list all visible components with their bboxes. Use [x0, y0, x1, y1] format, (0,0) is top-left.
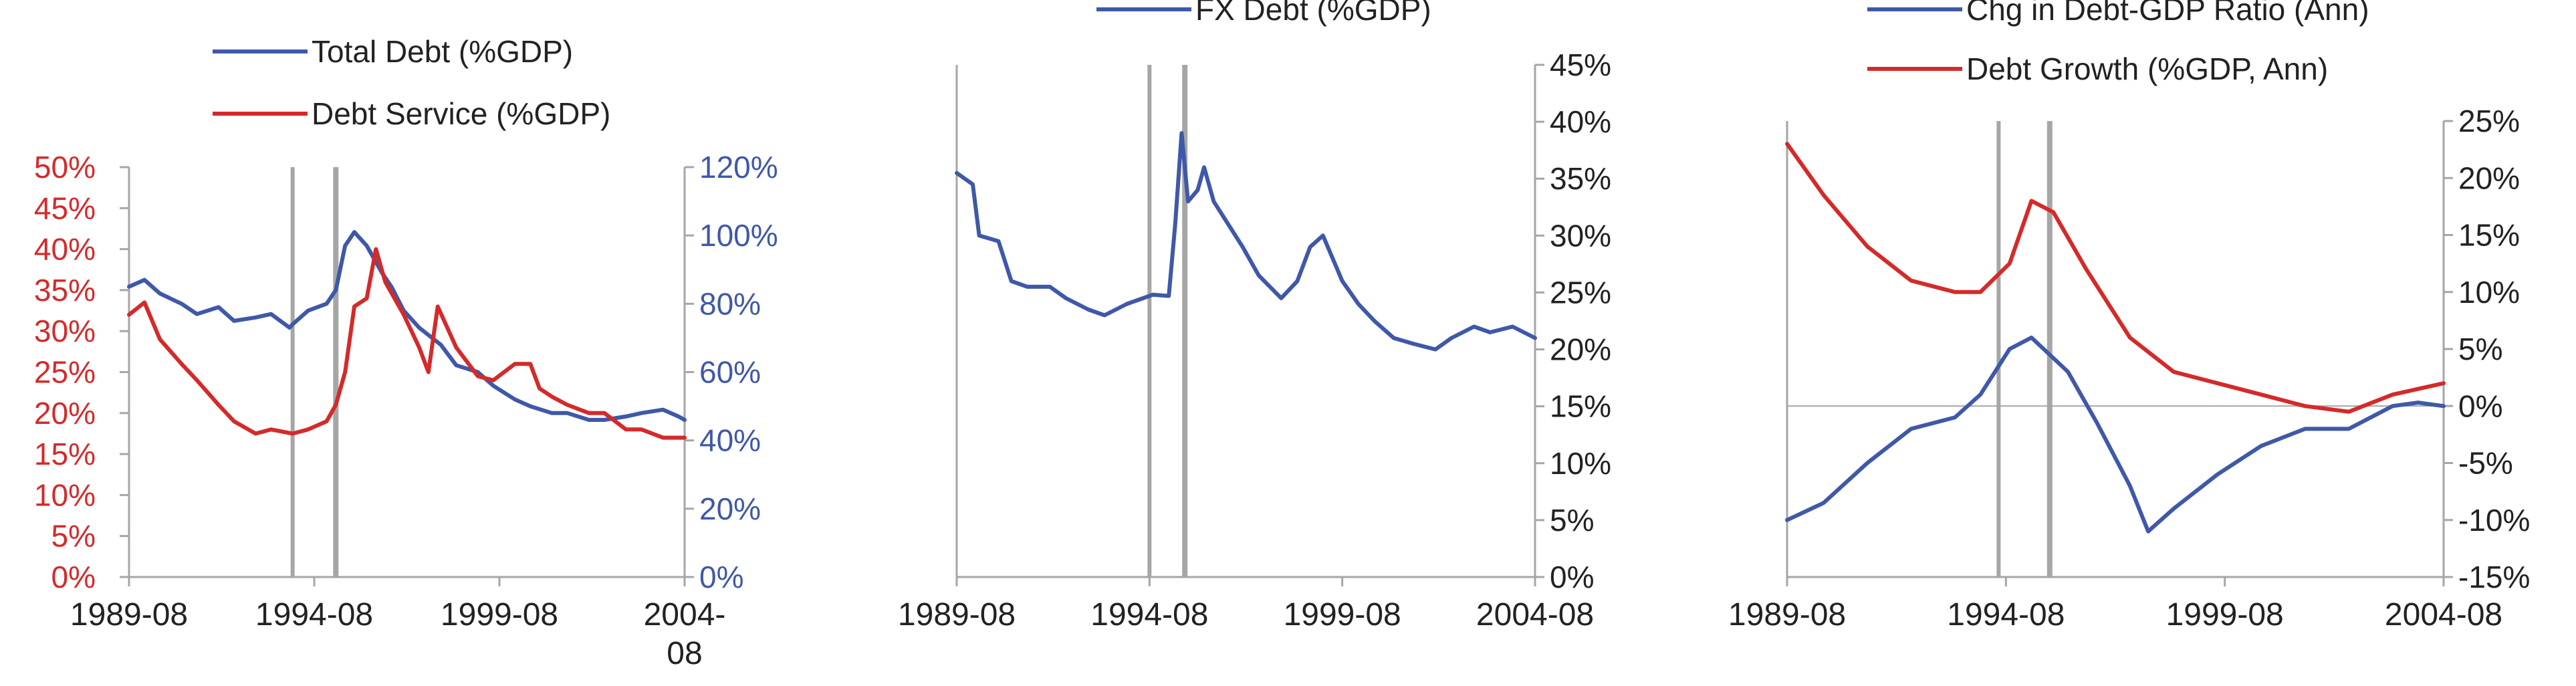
chart-2: 1989-08 1994-08 1999-08 2004-080% 5% 10% 15% 20… — [898, 0, 1611, 633]
x-tick-label: 1999-08 — [1284, 597, 1401, 633]
left-y-tick-label: 10% — [34, 477, 96, 512]
legend-label: Total Debt (%GDP) — [312, 34, 573, 69]
right-y-tick-label: 15% — [2458, 218, 2520, 253]
legend-label: Chg in Debt-GDP Ratio (Ann) — [1966, 0, 2369, 27]
left-y-tick-label: 50% — [34, 150, 96, 185]
legend-item: FX Debt (%GDP) — [1096, 0, 1431, 27]
legend-label: Debt Growth (%GDP, Ann) — [1966, 51, 2328, 86]
x-tick-label: 1994-08 — [1090, 597, 1208, 633]
left-y-tick-label: 20% — [34, 396, 96, 431]
left-y-tick-label: 35% — [34, 273, 96, 308]
series-line-red — [1785, 142, 2446, 414]
left-y-tick-label: 0% — [51, 560, 96, 594]
right-y-tick-label: 20% — [699, 491, 761, 526]
left-y-tick-label: 45% — [34, 191, 96, 225]
right-y-tick-label: 40% — [1550, 104, 1611, 139]
right-y-tick-label: 5% — [2458, 332, 2502, 366]
left-y-tick-label: 30% — [34, 314, 96, 348]
right-y-tick-label: 45% — [1550, 47, 1611, 82]
right-y-tick-label: 15% — [1550, 389, 1611, 424]
right-y-tick-label: 10% — [1550, 446, 1611, 481]
right-y-tick-label: 30% — [1550, 218, 1611, 253]
right-y-tick-label: -10% — [2458, 503, 2530, 538]
right-y-tick-label: 25% — [1550, 275, 1611, 310]
x-tick-label: 1989-08 — [70, 597, 188, 633]
chart-1: 1989-08 1994-08 1999-08 2004-080%5%10%15%20… — [34, 34, 778, 671]
chart-3: 1989-08 1994-08 1999-08 2004-08-15% -10% -5% 0… — [1728, 0, 2530, 633]
x-tick-label: 2004-08 — [2385, 597, 2502, 633]
right-y-tick-label: 10% — [2458, 275, 2520, 310]
right-y-tick-label: 5% — [1550, 503, 1594, 538]
series-line-blue — [1785, 335, 2446, 534]
legend-label: FX Debt (%GDP) — [1195, 0, 1431, 27]
right-y-tick-label: 25% — [2458, 104, 2520, 138]
legend-item: Chg in Debt-GDP Ratio (Ann) — [1867, 0, 2369, 27]
series-line-blue — [127, 230, 687, 422]
left-y-tick-label: 15% — [34, 437, 96, 471]
right-y-tick-label: -15% — [2458, 560, 2530, 594]
series-line-red — [127, 247, 687, 440]
x-tick-label-part: 2004- — [644, 597, 726, 633]
x-tick-label: 1999-08 — [2166, 597, 2284, 633]
x-tick-label: 1989-08 — [1728, 597, 1846, 633]
right-y-tick-label: 0% — [2458, 388, 2502, 423]
x-tick-label: 2004-08 — [644, 597, 726, 671]
right-y-tick-label: 40% — [699, 423, 761, 458]
right-y-tick-label: 120% — [699, 150, 778, 185]
legend-item: Total Debt (%GDP) — [213, 34, 573, 69]
legend-item: Debt Growth (%GDP, Ann) — [1867, 51, 2328, 86]
legend-item: Debt Service (%GDP) — [213, 96, 610, 131]
right-y-tick-label: 35% — [1550, 161, 1611, 196]
right-y-tick-label: 20% — [1550, 332, 1611, 367]
right-y-tick-label: 80% — [699, 286, 761, 321]
x-tick-label: 1989-08 — [898, 597, 1016, 633]
series-line-blue — [955, 131, 1537, 352]
right-y-tick-label: 0% — [699, 560, 743, 594]
right-y-tick-label: 20% — [2458, 160, 2520, 195]
right-y-tick-label: 0% — [1550, 560, 1594, 594]
x-tick-label: 1999-08 — [441, 597, 558, 633]
left-y-tick-label: 25% — [34, 355, 96, 390]
x-tick-label: 1994-08 — [1947, 597, 2065, 633]
left-y-tick-label: 5% — [51, 519, 96, 554]
x-tick-label: 1994-08 — [255, 597, 373, 633]
right-y-tick-label: 100% — [699, 218, 778, 253]
right-y-tick-label: 60% — [699, 355, 761, 390]
x-tick-label-part: 08 — [667, 636, 702, 671]
left-y-tick-label: 40% — [34, 232, 96, 267]
x-tick-label: 2004-08 — [1476, 597, 1594, 633]
legend-label: Debt Service (%GDP) — [312, 96, 610, 131]
right-y-tick-label: -5% — [2458, 446, 2513, 481]
